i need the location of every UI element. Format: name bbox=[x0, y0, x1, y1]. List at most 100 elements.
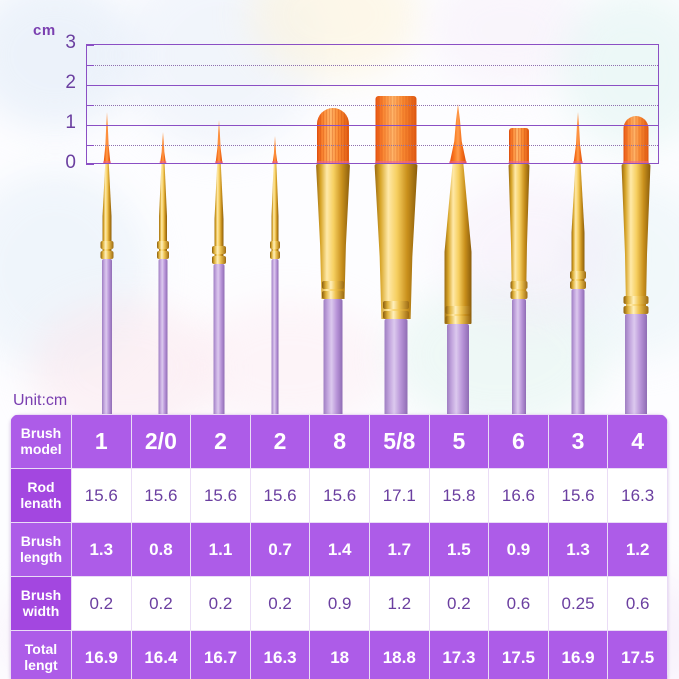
brush-ferrule bbox=[271, 164, 279, 259]
ruler-tick bbox=[86, 105, 94, 106]
row-label-brush-model: Brush model bbox=[10, 414, 72, 469]
table-cell: 4 bbox=[607, 414, 668, 469]
ruler-major-line bbox=[87, 125, 658, 126]
ferrule-crimp-ring bbox=[623, 296, 649, 304]
brush-bristles bbox=[573, 112, 583, 164]
table-cell: 0.2 bbox=[71, 576, 132, 631]
row-label-line: Brush bbox=[20, 532, 62, 549]
table-row: Brush model 1 2/0 2 2 8 5/8 5 6 3 4 bbox=[10, 414, 668, 469]
table-cell: 1.3 bbox=[71, 522, 132, 577]
ruler-tick-label-0: 0 bbox=[65, 152, 76, 173]
table-row: Brush width 0.2 0.2 0.2 0.2 0.9 1.2 0.2 0.6 0.25 0.… bbox=[10, 576, 668, 631]
table-cell: 15.6 bbox=[71, 468, 132, 523]
table-cell: 15.6 bbox=[547, 468, 609, 523]
table-cell: 15.6 bbox=[130, 468, 192, 523]
table-cell: 0.6 bbox=[488, 576, 549, 631]
table-cell: 2 bbox=[249, 414, 311, 469]
table-cell: 0.2 bbox=[428, 576, 490, 631]
brush-ferrule bbox=[621, 164, 651, 314]
brush-ferrule bbox=[571, 164, 585, 289]
row-label-line: Rod bbox=[27, 478, 55, 495]
row-label-line: Total bbox=[24, 640, 58, 657]
ruler-tick-label-2: 2 bbox=[65, 72, 76, 93]
row-label-line: lenath bbox=[20, 494, 62, 511]
brush-bristles bbox=[623, 116, 649, 164]
ruler-scale bbox=[86, 44, 659, 165]
table-cell: 5/8 bbox=[368, 414, 430, 469]
table-cell: 16.9 bbox=[71, 630, 132, 679]
brush-ferrule bbox=[214, 164, 224, 264]
ruler-tick bbox=[86, 85, 94, 86]
ruler-unit-label: cm bbox=[33, 22, 56, 39]
row-label-line: Brush bbox=[20, 586, 62, 603]
table-cell: 1.2 bbox=[607, 522, 668, 577]
ruler-tick bbox=[86, 45, 94, 46]
table-cell: 18.8 bbox=[368, 630, 430, 679]
brush-bristles bbox=[272, 136, 278, 164]
bristle-base-line bbox=[375, 161, 417, 164]
row-label-line: lengt bbox=[24, 656, 58, 673]
table-cell: 0.7 bbox=[249, 522, 311, 577]
ruler-minor-line bbox=[87, 105, 658, 106]
table-cell: 8 bbox=[309, 414, 370, 469]
brush-bristles bbox=[103, 112, 111, 164]
ferrule-crimp-ring bbox=[383, 311, 409, 319]
ferrule-crimp-ring bbox=[510, 281, 528, 289]
table-cell: 16.3 bbox=[249, 630, 311, 679]
brush-ferrule bbox=[508, 164, 530, 299]
table-row: Rod lenath 15.6 15.6 15.6 15.6 15.6 17.1 15.8 16.… bbox=[10, 468, 668, 523]
table-cell: 15.6 bbox=[249, 468, 311, 523]
table-cell: 0.25 bbox=[547, 576, 609, 631]
unit-note: Unit:cm bbox=[13, 392, 68, 409]
row-label-rod-lenath: Rod lenath bbox=[10, 468, 72, 523]
ruler-minor-line bbox=[87, 65, 658, 66]
row-label-line: model bbox=[20, 440, 62, 457]
ruler-tick-label-3: 3 bbox=[65, 32, 76, 53]
table-cell: 1.3 bbox=[547, 522, 609, 577]
brush-ferrule bbox=[159, 164, 167, 259]
brush-ferrule bbox=[102, 164, 112, 259]
table-cell: 15.6 bbox=[309, 468, 370, 523]
ruler-tick bbox=[86, 164, 94, 165]
bristle-base-line bbox=[159, 161, 167, 164]
table-cell: 0.2 bbox=[249, 576, 311, 631]
row-label-line: Brush bbox=[20, 424, 62, 441]
table-row: Total lengt 16.9 16.4 16.7 16.3 18 18.8 17.3 17.5… bbox=[10, 630, 668, 679]
table-cell: 16.4 bbox=[130, 630, 192, 679]
brush-ferrule bbox=[444, 164, 472, 324]
ferrule-crimp-ring bbox=[383, 301, 409, 309]
bristle-base-line bbox=[508, 161, 530, 164]
table-cell: 1.2 bbox=[368, 576, 430, 631]
ferrule-crimp-ring bbox=[445, 316, 471, 324]
brush-bristles bbox=[215, 120, 223, 164]
table-cell: 6 bbox=[488, 414, 549, 469]
table-cell: 17.5 bbox=[607, 630, 668, 679]
table-cell: 16.6 bbox=[488, 468, 549, 523]
table-cell: 15.6 bbox=[190, 468, 251, 523]
table-cell: 0.9 bbox=[488, 522, 549, 577]
bristle-base-line bbox=[623, 161, 649, 164]
table-cell: 2 bbox=[190, 414, 251, 469]
ruler-tick bbox=[86, 145, 94, 146]
table-cell: 1.4 bbox=[309, 522, 370, 577]
row-label-brush-length: Brush length bbox=[10, 522, 72, 577]
row-label-line: width bbox=[22, 602, 60, 619]
row-label-brush-width: Brush width bbox=[10, 576, 72, 631]
ferrule-crimp-ring bbox=[322, 291, 344, 299]
ferrule-crimp-ring bbox=[270, 251, 280, 259]
table-cell: 3 bbox=[547, 414, 609, 469]
ferrule-crimp-ring bbox=[510, 291, 528, 299]
spec-table: Brush model 1 2/0 2 2 8 5/8 5 6 3 4 Rod lenath 15.6 15.… bbox=[10, 414, 668, 679]
table-cell: 1.5 bbox=[428, 522, 490, 577]
brush-bristles bbox=[509, 128, 529, 164]
row-label-total-lengt: Total lengt bbox=[10, 630, 72, 679]
table-cell: 17.3 bbox=[428, 630, 490, 679]
table-cell: 0.8 bbox=[130, 522, 192, 577]
table-cell: 0.2 bbox=[130, 576, 192, 631]
bristle-base-line bbox=[573, 161, 583, 164]
table-cell: 16.9 bbox=[547, 630, 609, 679]
ferrule-crimp-ring bbox=[157, 251, 169, 259]
bristle-base-line bbox=[316, 161, 350, 164]
table-cell: 17.1 bbox=[368, 468, 430, 523]
